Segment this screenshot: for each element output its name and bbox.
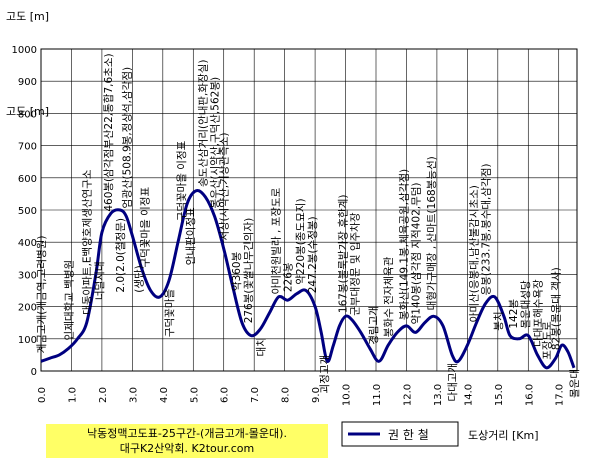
annotation-label: 82봉(몰운대 객사) — [551, 267, 563, 350]
y-tick-label: 0 — [31, 367, 37, 378]
annotation-label: 226봉 — [283, 262, 295, 292]
annotation-label: 봉화수 전자체육관 — [383, 256, 395, 337]
annotation-label: 봉화산(149.1봉,체육공원,삼각점) — [398, 169, 410, 320]
series-line — [40, 188, 576, 370]
annotation-label: 군부대정문 및 입주차장 — [349, 212, 362, 316]
y-tick-labels: 0 100 200 300 400 500 600 700 800 900 1000 — [12, 45, 37, 378]
annotation-label: 다대고개 — [447, 363, 459, 402]
y-tick-label: 300 — [18, 270, 37, 281]
annotation-label: 460봉(삼각점부산22,통합7,6초소) — [103, 53, 115, 211]
x-tick-label: 16.0 — [524, 384, 535, 406]
x-tick-label: 5.0 — [189, 387, 200, 403]
x-tick-label: 4.0 — [159, 387, 170, 403]
x-tick-label: 14.0 — [463, 384, 474, 406]
annotation-label: 봉치 — [493, 311, 505, 330]
annotation-label: 계금고개(개금역,고려병원) — [36, 236, 48, 354]
x-tick-label: 15.0 — [494, 384, 505, 406]
annotation-label: 송도산삼거리(안내판,화장실) — [197, 60, 209, 187]
grid — [40, 48, 577, 372]
annotation-label: 아미천원빌라 , 포장도로 — [271, 187, 283, 294]
x-tick-label: 3.0 — [128, 387, 139, 403]
x-tick-label: 1.0 — [67, 387, 78, 403]
annotation-label: 약360봉 — [231, 251, 243, 291]
x-tick-label: 9.0 — [311, 387, 322, 403]
annotation-label: 247.2봉(수정봉) — [307, 216, 319, 293]
annotation-label: 대동아파트,E백양호제생산연구소 — [82, 169, 94, 315]
legend-label: 권 한 철 — [388, 428, 429, 442]
x-tick-label: 7.0 — [250, 387, 261, 403]
y-tick-label: 1000 — [12, 45, 37, 56]
annotation-label: 대치 — [255, 337, 267, 356]
annotation-label: 아미산(응봉대,남산불감시초소) — [468, 185, 480, 322]
annotation-label: 167봉(불룩밭가장 휴한계) — [338, 195, 350, 314]
x-tick-label: 11.0 — [372, 384, 383, 406]
footer-line2: 대구K2산악회. K2tour.com — [120, 442, 255, 455]
annotation-label: 2.0(2.0(철정문) — [115, 218, 127, 293]
footer-line1: 낙동정맥고도표-25구간-(개금고개-몰운대). — [87, 427, 287, 440]
footer-box — [46, 424, 328, 458]
x-axis-label: 도상거리 [Km] — [468, 429, 539, 442]
x-tick-label: 13.0 — [433, 384, 444, 406]
y-tick-label: 900 — [18, 77, 37, 88]
annotation-label: 안내판이정표 — [185, 207, 197, 265]
x-tick-label: 10.0 — [342, 384, 353, 406]
y-axis-label-repeat: 고도 [m] — [6, 105, 49, 118]
annotation-label: (생단) — [133, 265, 145, 293]
annotation-label: 구덕꽃마을 — [164, 289, 176, 338]
annotation-label: 경림고개 — [367, 306, 380, 345]
y-axis-label: 고도 [m] — [6, 10, 49, 23]
annotations: 계금고개(개금역,고려병원) 인제대학교 백병원 대동아파트,E백양호제생산연구소 너… — [36, 53, 581, 401]
y-tick-label: 400 — [18, 238, 37, 249]
annotation-label: 몰운대성당 — [520, 280, 532, 329]
annotation-label: 엄광산(508.9봉,정상석,삼각점) — [121, 67, 133, 209]
annotation-label: 약220봉(종도묘지) — [295, 198, 307, 284]
annotation-label: 봉우산(시약산,구덕산,562봉) — [210, 77, 222, 209]
x-tick-label: 2.0 — [98, 387, 109, 403]
annotation-label: 구덕꽃마을 이정표 — [176, 140, 188, 221]
annotation-label: 다대포해수욕장 — [531, 279, 544, 347]
x-tick-label: 12.0 — [402, 384, 413, 406]
x-tick-label: 6.0 — [220, 387, 231, 403]
annotation-label: 약140봉(삼각점 지적402,무덤) — [411, 182, 423, 324]
series-line-group — [40, 188, 576, 370]
x-tick-label: 0.0 — [37, 387, 48, 403]
annotation-label: 괴정고개 — [319, 355, 331, 394]
y-tick-label: 600 — [18, 174, 37, 185]
annotation-label: 대형가구매장 , 산마트(168봉능선) — [426, 156, 438, 310]
y-tick-label: 100 — [18, 335, 37, 346]
annotation-label: 포장도로 — [542, 321, 554, 360]
annotation-label: 응봉(233.7봉,봉수대,삼각점) — [481, 164, 493, 296]
x-tick-label: 17.0 — [555, 384, 566, 406]
annotation-label: 몰운대 — [569, 369, 581, 398]
y-tick-label: 200 — [18, 303, 37, 314]
y-tick-label: 700 — [18, 142, 37, 153]
annotation-label: 서상(시약산,기상관측소) — [219, 132, 231, 240]
annotation-label: 276봉(꽃쌀나무긴의자) — [243, 218, 255, 324]
annotation-label: 142봉 — [508, 299, 520, 329]
annotation-label: 너덜지대 — [94, 261, 106, 300]
y-tick-label: 500 — [18, 206, 37, 217]
annotation-label: 구덕꽃마을 이정표 — [140, 187, 152, 268]
annotation-label: 인제대학교 백병원 — [63, 260, 75, 341]
y-tick-label: 800 — [18, 109, 37, 120]
x-tick-label: 8.0 — [281, 387, 292, 403]
x-tick-labels: 0.0 1.0 2.0 3.0 4.0 5.0 6.0 7.0 8.0 9.0 10.0 11.0 12… — [37, 384, 566, 406]
